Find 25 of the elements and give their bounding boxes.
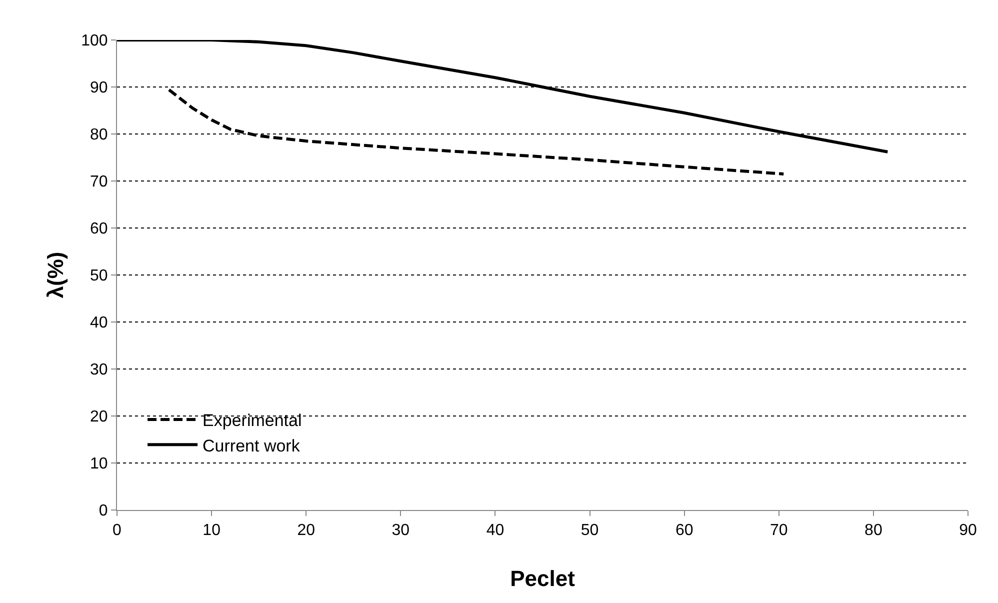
x-tick-label: 80: [864, 522, 882, 540]
x-tick-label: 10: [202, 522, 221, 540]
y-tick-label: 10: [90, 456, 108, 473]
x-tick-label: 30: [392, 522, 410, 540]
x-tick-label: 90: [959, 522, 977, 540]
y-tick-label: 0: [98, 502, 108, 520]
x-axis-title: Peclet: [510, 566, 576, 591]
x-tick-label: 60: [675, 522, 694, 540]
y-tick-label: 60: [90, 220, 108, 238]
y-tick-label: 20: [90, 408, 108, 426]
legend-label: Experimental: [202, 411, 302, 430]
x-tick-label: 20: [297, 522, 316, 540]
y-tick-label: 50: [90, 268, 108, 285]
y-tick-label: 100: [81, 32, 108, 50]
x-tick-label: 50: [580, 522, 599, 540]
x-tick-label: 70: [770, 522, 788, 540]
y-tick-label: 40: [90, 314, 108, 332]
y-tick-label: 90: [90, 80, 108, 97]
y-axis-title: λ(%): [43, 252, 68, 298]
legend-label: Current work: [202, 436, 300, 456]
y-tick-label: 70: [90, 174, 108, 191]
y-tick-label: 80: [90, 126, 108, 144]
x-tick-label: 40: [486, 522, 504, 540]
x-tick-label: 0: [112, 522, 122, 540]
y-tick-label: 30: [90, 362, 108, 379]
